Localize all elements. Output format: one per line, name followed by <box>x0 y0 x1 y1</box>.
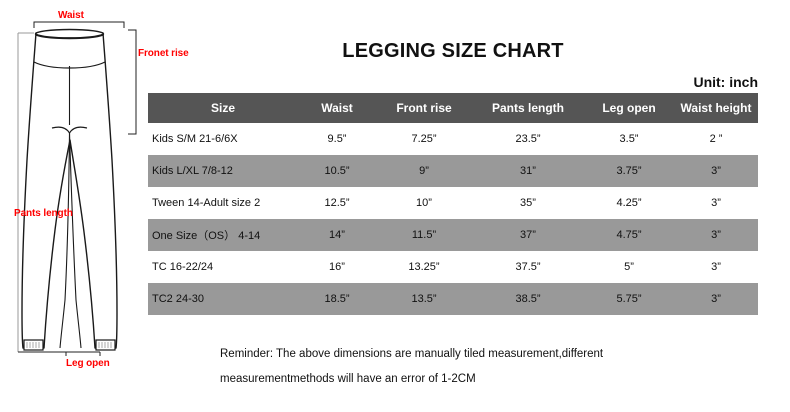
table-header: Size Waist Front rise Pants length Leg o… <box>148 93 758 123</box>
cell-waist: 14” <box>329 229 345 241</box>
leg-open-measure-bracket <box>18 351 101 356</box>
page-title: LEGGING SIZE CHART <box>342 40 564 62</box>
table-row: Kids S/M 21-6/6X 9.5” 7.25” 23.5” 3.5” 2… <box>148 123 758 155</box>
reminder-line-1: Reminder: The above dimensions are manua… <box>220 348 604 360</box>
pants-length-measure-bracket <box>17 32 34 352</box>
table-row: One Size（OS） 4-14 14” 11.5” 37” 4.75” 3” <box>148 219 758 251</box>
cell-waist-height: 3” <box>711 293 721 305</box>
column-header-front-rise: Front rise <box>396 101 452 115</box>
waist-measure-bracket <box>33 21 125 28</box>
legging-technical-drawing <box>17 21 137 356</box>
cell-waist: 18.5” <box>324 293 350 305</box>
cell-leg-open: 5” <box>624 261 634 273</box>
legging-illustration: Waist Fronet rise Pants length Leg open <box>0 0 210 412</box>
size-chart-panel: LEGGING SIZE CHART Unit: inch Size Waist… <box>148 0 790 412</box>
column-header-leg-open: Leg open <box>602 101 656 115</box>
annotation-leg-open: Leg open <box>66 358 110 369</box>
cell-waist: 12.5” <box>324 197 350 209</box>
cell-size: One Size（OS） 4-14 <box>152 230 261 242</box>
cell-front-rise: 11.5” <box>411 229 437 241</box>
cell-waist-height: 2 ” <box>709 133 723 145</box>
cell-pants-length: 37.5” <box>515 261 541 273</box>
table-row: Tween 14-Adult size 2 12.5” 10” 35” 4.25… <box>148 187 758 219</box>
cell-pants-length: 31” <box>520 165 536 177</box>
ankle-cuff-left <box>23 339 44 351</box>
table-body: Kids S/M 21-6/6X 9.5” 7.25” 23.5” 3.5” 2… <box>148 123 758 315</box>
cell-waist: 10.5” <box>324 165 350 177</box>
cell-front-rise: 7.25” <box>411 133 437 145</box>
cell-size: Kids S/M 21-6/6X <box>152 133 238 145</box>
cell-size: TC 16-22/24 <box>152 261 214 273</box>
cell-leg-open: 3.5” <box>619 133 639 145</box>
annotation-pants-length: Pants length <box>14 208 73 219</box>
column-header-pants-length: Pants length <box>491 101 564 115</box>
cell-size: TC2 24-30 <box>152 293 204 305</box>
column-header-waist-height: Waist height <box>680 101 752 115</box>
size-table: Size Waist Front rise Pants length Leg o… <box>148 93 758 315</box>
cell-leg-open: 4.25” <box>616 197 642 209</box>
annotation-waist: Waist <box>58 10 84 21</box>
table-row: Kids L/XL 7/8-12 10.5” 9” 31” 3.75” 3” <box>148 155 758 187</box>
cell-waist-height: 3” <box>711 229 721 241</box>
table-row: TC2 24-30 18.5” 13.5” 38.5” 5.75” 3” <box>148 283 758 315</box>
cell-front-rise: 10” <box>416 197 432 209</box>
cell-size: Kids L/XL 7/8-12 <box>152 165 233 177</box>
cell-front-rise: 9” <box>419 165 429 177</box>
cell-waist-height: 3” <box>711 261 721 273</box>
cell-leg-open: 4.75” <box>616 229 642 241</box>
column-header-waist: Waist <box>321 101 353 115</box>
table-row: TC 16-22/24 16” 13.25” 37.5” 5” 3” <box>148 251 758 283</box>
cell-waist-height: 3” <box>711 165 721 177</box>
cell-waist: 16” <box>329 261 345 273</box>
reminder-note: Reminder: The above dimensions are manua… <box>220 342 750 392</box>
cell-size: Tween 14-Adult size 2 <box>152 197 261 209</box>
ankle-cuff-right <box>95 339 116 351</box>
cell-front-rise: 13.5” <box>411 293 437 305</box>
unit-label: Unit: inch <box>693 74 758 90</box>
table-header-row: Size Waist Front rise Pants length Leg o… <box>148 93 758 123</box>
cell-pants-length: 35” <box>520 197 536 209</box>
cell-leg-open: 5.75” <box>616 293 642 305</box>
column-header-size: Size <box>210 101 235 115</box>
cell-front-rise: 13.25” <box>408 261 440 273</box>
cell-pants-length: 37” <box>520 229 536 241</box>
reminder-line-2: measurementmethods will have an error of… <box>220 373 476 385</box>
cell-waist-height: 3” <box>711 197 721 209</box>
annotation-front-rise: Fronet rise <box>138 48 189 59</box>
cell-pants-length: 38.5” <box>515 293 541 305</box>
front-rise-measure-bracket <box>128 29 137 135</box>
cell-leg-open: 3.75” <box>616 165 642 177</box>
cell-waist: 9.5” <box>327 133 347 145</box>
cell-pants-length: 23.5” <box>515 133 541 145</box>
